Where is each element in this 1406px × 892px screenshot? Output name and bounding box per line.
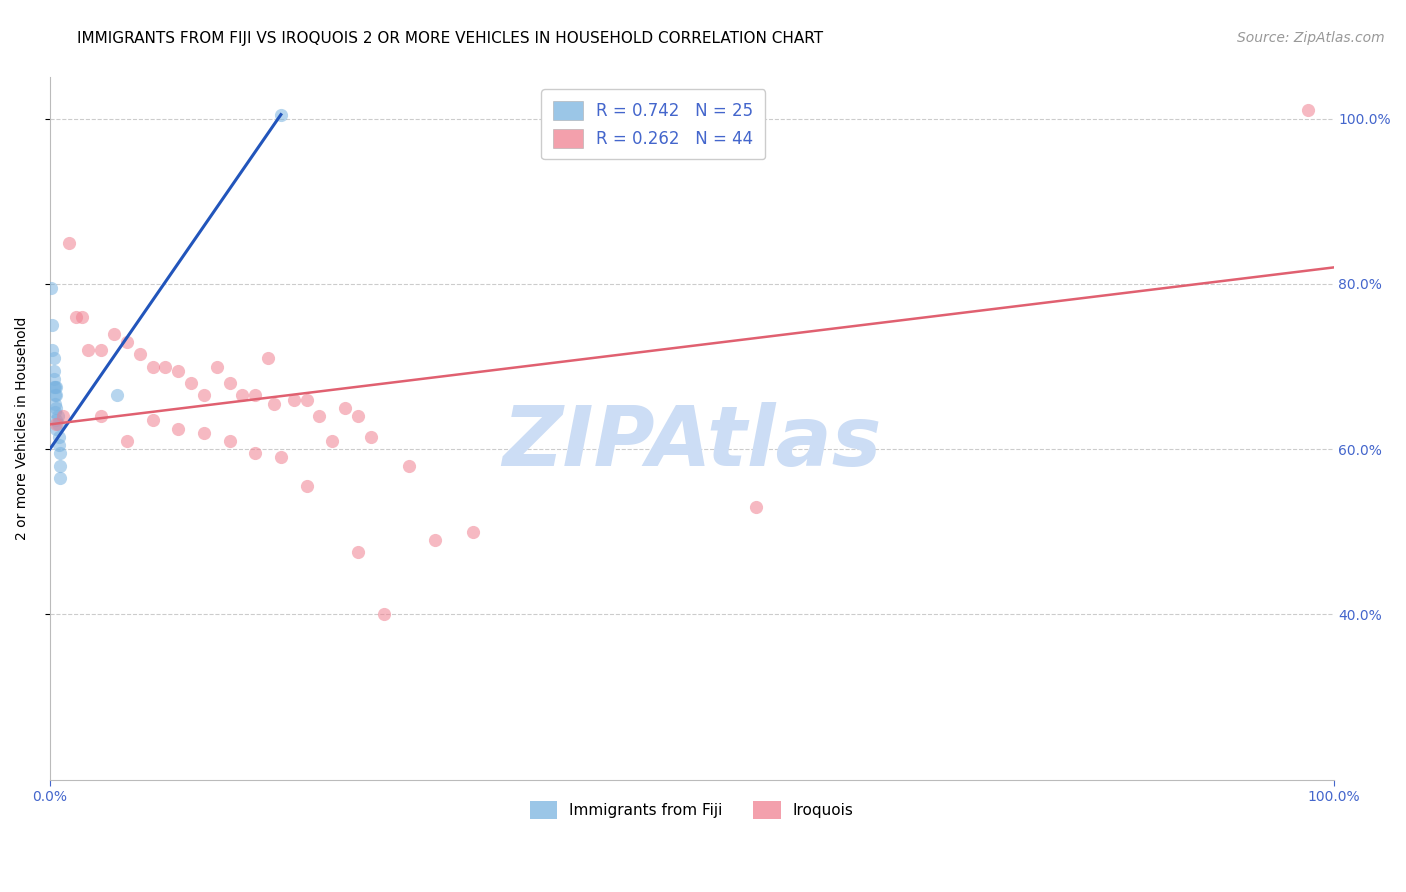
Point <box>41 318 63 333</box>
Point <box>347 545 370 559</box>
Point <box>90 409 112 424</box>
Point <box>44 388 66 402</box>
Text: ZIPAtlas: ZIPAtlas <box>502 402 882 483</box>
Point <box>373 607 395 622</box>
Point <box>141 413 163 427</box>
Point <box>45 413 67 427</box>
Point <box>49 446 72 460</box>
Point <box>115 334 138 349</box>
Legend: Immigrants from Fiji, Iroquois: Immigrants from Fiji, Iroquois <box>523 795 860 824</box>
Point <box>45 401 67 415</box>
Point <box>141 359 163 374</box>
Point <box>295 479 318 493</box>
Point <box>295 392 318 407</box>
Point <box>167 364 190 378</box>
Point <box>49 458 72 473</box>
Point <box>70 310 93 324</box>
Point <box>46 409 69 424</box>
Point <box>283 392 305 407</box>
Point <box>205 359 228 374</box>
Point <box>58 235 80 250</box>
Point <box>231 388 253 402</box>
Point <box>193 425 215 440</box>
Point <box>155 359 177 374</box>
Point <box>48 430 70 444</box>
Point <box>42 372 65 386</box>
Point <box>333 401 356 415</box>
Point <box>44 397 66 411</box>
Point <box>42 364 65 378</box>
Point <box>270 450 292 465</box>
Point <box>245 388 267 402</box>
Point <box>49 471 72 485</box>
Point <box>218 376 240 390</box>
Point <box>115 434 138 448</box>
Point <box>1296 103 1319 118</box>
Point <box>360 430 382 444</box>
Point <box>347 409 370 424</box>
Point <box>41 343 63 357</box>
Point <box>263 397 285 411</box>
Point <box>128 347 150 361</box>
Point <box>39 281 62 295</box>
Point <box>167 421 190 435</box>
Point <box>463 524 485 539</box>
Point <box>46 417 69 432</box>
Point <box>77 343 100 357</box>
Point <box>257 351 280 366</box>
Point <box>105 388 128 402</box>
Point <box>245 446 267 460</box>
Point <box>90 343 112 357</box>
Point <box>45 421 67 435</box>
Point <box>45 380 67 394</box>
Point <box>45 388 67 402</box>
Point <box>65 310 87 324</box>
Point <box>745 500 768 514</box>
Point <box>44 380 66 394</box>
Point <box>42 380 65 394</box>
Point <box>321 434 343 448</box>
Point <box>218 434 240 448</box>
Text: Source: ZipAtlas.com: Source: ZipAtlas.com <box>1237 31 1385 45</box>
Point <box>48 438 70 452</box>
Point <box>423 533 446 547</box>
Point <box>52 409 75 424</box>
Point <box>308 409 330 424</box>
Text: IMMIGRANTS FROM FIJI VS IROQUOIS 2 OR MORE VEHICLES IN HOUSEHOLD CORRELATION CHA: IMMIGRANTS FROM FIJI VS IROQUOIS 2 OR MO… <box>77 31 824 46</box>
Point <box>270 107 292 121</box>
Point <box>398 458 420 473</box>
Y-axis label: 2 or more Vehicles in Household: 2 or more Vehicles in Household <box>15 317 30 541</box>
Point <box>103 326 125 341</box>
Point <box>180 376 202 390</box>
Point <box>45 417 67 432</box>
Point <box>42 351 65 366</box>
Point <box>193 388 215 402</box>
Point <box>44 405 66 419</box>
